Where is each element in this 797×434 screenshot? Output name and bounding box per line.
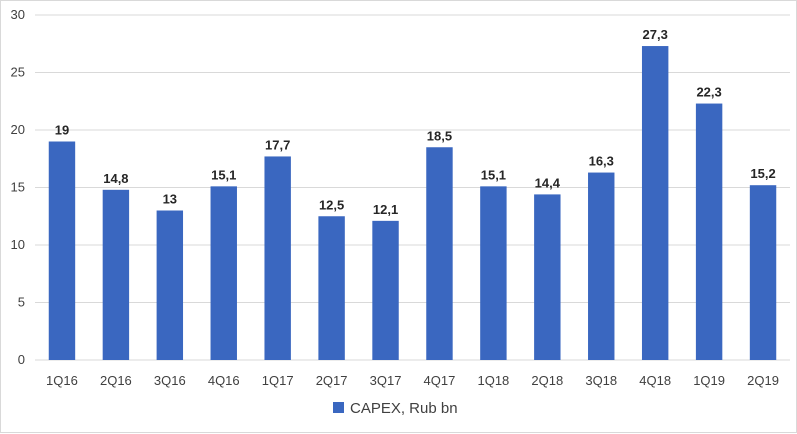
- x-tick-label: 3Q16: [154, 373, 186, 388]
- x-tick-label: 4Q17: [424, 373, 456, 388]
- x-tick-label: 3Q17: [370, 373, 402, 388]
- bar: [48, 141, 76, 360]
- bar: [156, 210, 184, 360]
- bars: [48, 46, 777, 361]
- x-tick-label: 1Q16: [46, 373, 78, 388]
- x-tick-label: 2Q17: [316, 373, 348, 388]
- data-label: 14,8: [103, 171, 128, 186]
- data-label: 13: [163, 192, 177, 207]
- data-labels: 19 14,8 13 15,1 17,7 12,5 12,1 18,5 15,1 14,4 16,3…: [55, 27, 776, 217]
- y-tick-label: 10: [11, 237, 25, 252]
- data-label: 19: [55, 123, 69, 138]
- data-label: 12,1: [373, 202, 398, 217]
- y-tick-label: 0: [18, 352, 25, 367]
- data-label: 27,3: [643, 27, 668, 42]
- bar: [210, 186, 237, 360]
- bar: [264, 156, 291, 360]
- bar: [534, 194, 561, 360]
- bar: [426, 147, 453, 360]
- y-axis-tick-labels: 0 5 10 15 20 25 30: [11, 7, 25, 367]
- data-label: 17,7: [265, 137, 290, 152]
- legend: CAPEX, Rub bn: [333, 400, 458, 417]
- bar: [372, 220, 399, 360]
- x-tick-label: 1Q17: [262, 373, 294, 388]
- data-label: 14,4: [535, 175, 561, 190]
- x-tick-label: 2Q18: [531, 373, 563, 388]
- x-tick-label: 4Q18: [639, 373, 671, 388]
- y-tick-label: 25: [11, 65, 25, 80]
- data-label: 18,5: [427, 128, 452, 143]
- x-tick-label: 2Q16: [100, 373, 132, 388]
- legend-label: CAPEX, Rub bn: [350, 400, 458, 417]
- legend-swatch: [333, 402, 344, 413]
- x-axis-tick-labels: 1Q16 2Q16 3Q16 4Q16 1Q17 2Q17 3Q17 4Q17 1Q18 2Q18…: [46, 373, 779, 388]
- gridlines: [35, 14, 790, 361]
- data-label: 15,2: [750, 166, 775, 181]
- bar: [588, 172, 615, 360]
- bar: [318, 216, 345, 360]
- data-label: 16,3: [589, 154, 614, 169]
- data-label: 22,3: [696, 85, 721, 100]
- y-tick-label: 5: [18, 295, 25, 310]
- x-tick-label: 4Q16: [208, 373, 240, 388]
- data-label: 15,1: [211, 167, 236, 182]
- data-label: 12,5: [319, 197, 344, 212]
- bar: [102, 189, 130, 360]
- x-tick-label: 2Q19: [747, 373, 779, 388]
- bar: [749, 185, 777, 360]
- y-tick-label: 15: [11, 180, 25, 195]
- x-tick-label: 3Q18: [585, 373, 617, 388]
- data-label: 15,1: [481, 167, 506, 182]
- bar: [695, 103, 723, 361]
- y-tick-label: 20: [11, 122, 25, 137]
- y-tick-label: 30: [11, 7, 25, 22]
- bar: [480, 186, 507, 360]
- x-tick-label: 1Q18: [477, 373, 509, 388]
- x-tick-label: 1Q19: [693, 373, 725, 388]
- bar: [641, 46, 669, 361]
